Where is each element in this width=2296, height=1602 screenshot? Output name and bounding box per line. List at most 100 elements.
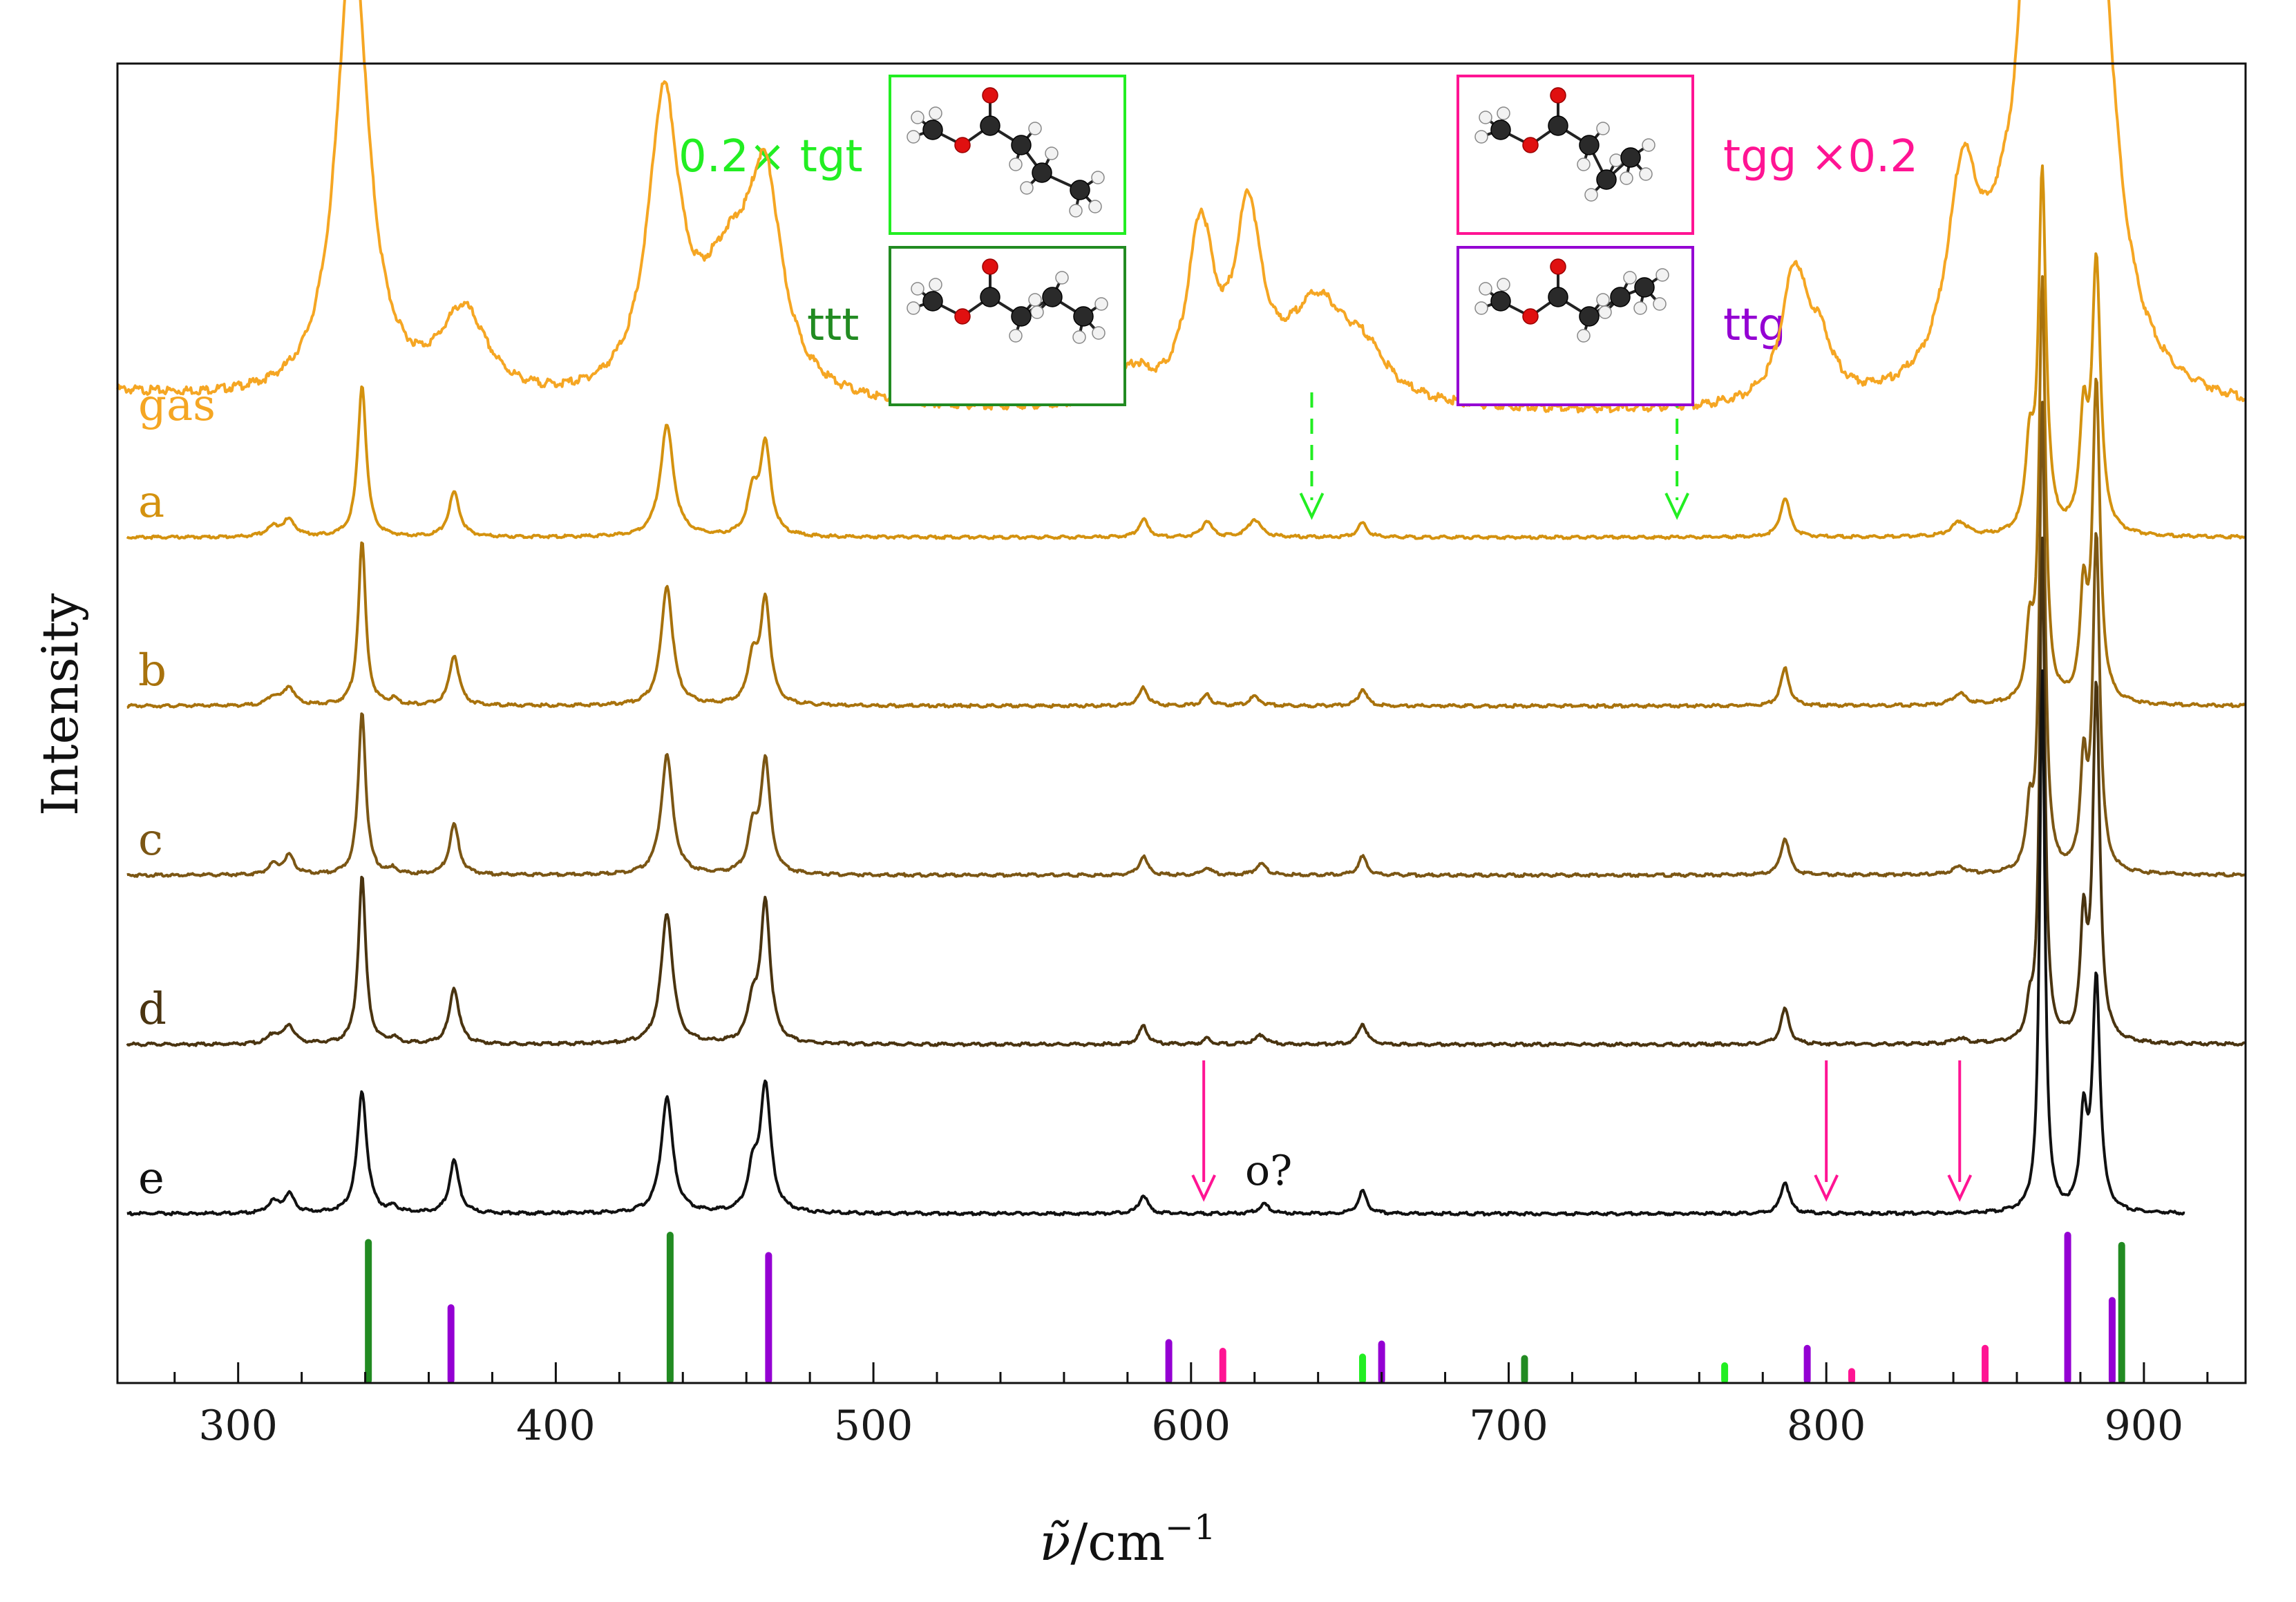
molecule-atom [1072, 330, 1086, 344]
inset-box-ttg [1457, 246, 1694, 406]
molecule-atom [954, 137, 971, 153]
molecule-atom [911, 111, 924, 124]
molecule-atom [1639, 167, 1653, 181]
molecule-atom [1011, 306, 1032, 327]
molecule-inset-ttg [1457, 246, 1694, 406]
molecule-atom [1497, 278, 1510, 292]
molecule-atom [1620, 147, 1641, 168]
molecule-atom [1633, 301, 1647, 315]
spectrum-line-a [126, 164, 2246, 540]
molecule-atom [1596, 293, 1610, 307]
molecule-atom [1009, 329, 1023, 343]
pink-arrow-head [1947, 1174, 1973, 1202]
molecule-atom [982, 87, 998, 104]
x-tick-label: 700 [1469, 1402, 1548, 1450]
spectrum-line-gas [116, 0, 2246, 414]
ticks-layer: 300 400 500 600 700 800 900 [173, 1362, 2209, 1450]
molecule-atom [1055, 271, 1069, 285]
molecule-atom [1577, 329, 1591, 343]
pink-arrow-head [1814, 1174, 1839, 1202]
x-axis-exponent: −1 [1165, 1507, 1216, 1547]
molecule-atom [1490, 291, 1511, 312]
trace-label-a: a [138, 477, 164, 528]
molecule-atom [1550, 87, 1566, 104]
molecule-atom [1522, 308, 1539, 325]
molecule-atom [907, 301, 920, 315]
molecule-atom [1011, 135, 1032, 155]
molecule-atom [1073, 306, 1094, 327]
molecule-atom [980, 115, 1000, 136]
x-axis-label: ν̃/cm−1 [1039, 1507, 1215, 1572]
molecule-atom [1028, 293, 1042, 307]
molecule-atom [1577, 158, 1591, 171]
molecule-atom [1642, 138, 1655, 152]
molecule-atom [1091, 171, 1105, 184]
molecule-atom [1094, 297, 1108, 311]
molecule-atom [1088, 200, 1102, 213]
molecule-atom [1598, 305, 1612, 319]
plot-layer [116, 0, 2246, 1384]
molecule-atom [1479, 111, 1492, 124]
molecule-atom [1548, 287, 1568, 307]
trace-label-c: c [138, 814, 163, 866]
molecule-atom [1020, 181, 1034, 195]
molecule-atom [1474, 301, 1488, 315]
molecule-atom [1069, 204, 1083, 218]
conformer-label-ttt: ttt [807, 300, 859, 351]
green-dashed-arrow-head [1664, 493, 1689, 520]
x-axis-separator: / [1070, 1513, 1088, 1572]
inset-box-ttt [889, 246, 1126, 406]
trace-label-b: b [138, 645, 167, 696]
molecule-atom [1070, 180, 1090, 200]
molecule-atom [1474, 130, 1488, 144]
molecule-atom [1490, 120, 1511, 140]
molecule-atom [1042, 287, 1063, 307]
molecule-atom [1479, 282, 1492, 296]
x-tick-label: 400 [516, 1402, 596, 1450]
molecule-layer [889, 75, 1694, 406]
molecule-atom [1609, 153, 1623, 167]
x-axis-symbol: ν̃ [1039, 1513, 1070, 1572]
pink-arrow-head [1191, 1174, 1216, 1202]
x-tick-label: 300 [198, 1402, 278, 1450]
molecule-atom [1653, 297, 1667, 311]
conformer-label-ttg: ttg [1723, 300, 1786, 351]
molecule-atom [907, 130, 920, 144]
inset-box-tgg [1457, 75, 1694, 235]
spectrum-line-e [126, 669, 2185, 1217]
molecule-inset-tgt [889, 75, 1126, 235]
molecule-atom [1497, 106, 1510, 120]
molecule-atom [911, 282, 924, 296]
molecule-atom [929, 278, 942, 292]
x-axis-unit: cm [1088, 1513, 1165, 1572]
molecule-inset-tgg [1457, 75, 1694, 235]
molecule-atom [1092, 326, 1106, 340]
molecule-atom [1623, 271, 1637, 285]
y-axis-label: Intensity [31, 593, 89, 817]
o-question-label: o? [1245, 1147, 1292, 1195]
molecule-atom [1610, 287, 1631, 307]
molecule-atom [922, 291, 943, 312]
molecule-atom [954, 308, 971, 325]
molecule-atom [922, 120, 943, 140]
molecule-atom [1045, 146, 1059, 160]
spectrum-line-b [126, 275, 2246, 709]
spectrum-line-d [126, 536, 2246, 1047]
molecule-atom [1596, 169, 1617, 190]
molecule-atom [1032, 162, 1052, 183]
molecule-atom [1579, 306, 1600, 327]
green-dashed-arrow-head [1299, 493, 1325, 520]
molecule-atom [1030, 305, 1044, 319]
trace-label-e: e [138, 1153, 164, 1204]
x-tick-label: 500 [834, 1402, 913, 1450]
molecule-atom [1620, 171, 1633, 185]
molecule-atom [980, 287, 1000, 307]
molecule-atom [1634, 277, 1655, 298]
molecule-atom [1596, 122, 1610, 135]
molecule-atom [1548, 115, 1568, 136]
inset-box-tgt [889, 75, 1126, 235]
x-tick-label: 800 [1787, 1402, 1866, 1450]
molecule-atom [929, 106, 942, 120]
